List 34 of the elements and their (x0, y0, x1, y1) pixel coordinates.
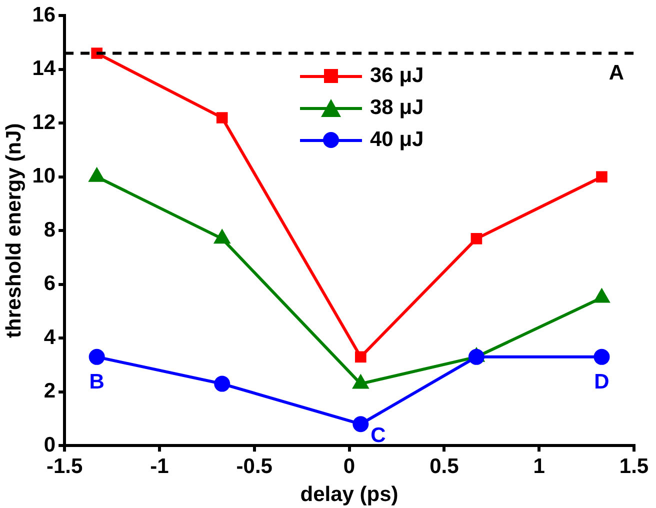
x-tick-label: -0.5 (236, 454, 273, 478)
legend-label: 40 μJ (370, 128, 424, 152)
point (596, 171, 608, 183)
point (214, 376, 230, 392)
point (352, 416, 369, 432)
y-tick-label: 16 (32, 3, 56, 26)
y-tick-label: 10 (32, 164, 56, 188)
legend-label: 36 μJ (370, 64, 424, 88)
point (216, 112, 228, 124)
x-axis-title: delay (ps) (300, 483, 398, 506)
y-tick-label: 14 (32, 57, 56, 80)
x-tick-label: 0.5 (430, 454, 460, 478)
x-tick-label: -1 (150, 454, 170, 478)
y-tick-label: 2 (44, 380, 56, 403)
annotation: C (370, 424, 386, 447)
ref-line-label: A (608, 62, 624, 85)
annotation: B (89, 370, 104, 394)
legend-label: 38 μJ (370, 96, 424, 120)
y-tick-label: 12 (32, 110, 56, 134)
x-tick-label: 1.5 (619, 454, 649, 478)
x-tick-label: 0 (343, 454, 356, 478)
x-tick-label: 1 (533, 454, 546, 478)
point (594, 348, 610, 365)
point (468, 348, 484, 365)
x-tick-label: -1.5 (46, 454, 83, 478)
y-tick-label: 0 (44, 433, 56, 456)
y-tick-label: 4 (44, 326, 56, 349)
y-axis-title: threshold energy (nJ) (2, 123, 26, 338)
point (88, 348, 105, 365)
y-tick-label: 6 (44, 272, 56, 296)
point (470, 233, 482, 244)
y-tick-label: 8 (44, 218, 56, 242)
annotation: D (594, 370, 610, 394)
point (355, 351, 366, 363)
